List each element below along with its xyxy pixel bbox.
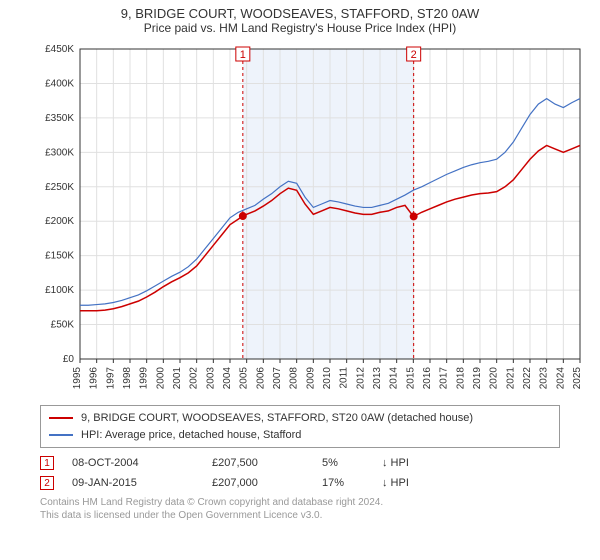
legend-label: HPI: Average price, detached house, Staf… — [81, 427, 301, 444]
x-tick-label: 2012 — [355, 367, 366, 390]
sale-dot — [410, 212, 418, 220]
x-tick-label: 2001 — [172, 367, 183, 390]
x-tick-label: 2013 — [372, 367, 383, 390]
x-tick-label: 2011 — [339, 367, 350, 389]
legend-row: 9, BRIDGE COURT, WOODSEAVES, STAFFORD, S… — [49, 410, 551, 427]
y-tick-label: £200K — [45, 216, 74, 227]
chart-subtitle: Price paid vs. HM Land Registry's House … — [0, 21, 600, 39]
chart-title: 9, BRIDGE COURT, WOODSEAVES, STAFFORD, S… — [0, 0, 600, 21]
x-tick-label: 2000 — [155, 367, 166, 390]
chart-container: 9, BRIDGE COURT, WOODSEAVES, STAFFORD, S… — [0, 0, 600, 560]
x-tick-label: 2021 — [505, 367, 516, 390]
x-tick-label: 2014 — [389, 367, 400, 390]
y-tick-label: £450K — [45, 44, 74, 55]
event-pct: 5% — [322, 457, 382, 469]
chart-plot-area: £0 £50K £100K £150K £200K £250K £300K £350K £400… — [30, 39, 590, 399]
y-tick-label: £250K — [45, 182, 74, 193]
x-tick-label: 2016 — [422, 367, 433, 390]
x-tick-label: 2017 — [439, 367, 450, 390]
footer-attribution: Contains HM Land Registry data © Crown c… — [40, 496, 560, 522]
footer-line-1: Contains HM Land Registry data © Crown c… — [40, 496, 560, 509]
event-date: 08-OCT-2004 — [72, 457, 212, 469]
line-chart-svg: £0 £50K £100K £150K £200K £250K £300K £350K £400… — [30, 39, 590, 399]
y-tick-label: £100K — [45, 285, 74, 296]
event-num-box: 2 — [40, 476, 54, 490]
event-date: 09-JAN-2015 — [72, 477, 212, 489]
event-marker-label: 2 — [411, 49, 417, 61]
x-tick-label: 1996 — [89, 367, 100, 390]
x-tick-label: 2007 — [272, 367, 283, 390]
x-tick-label: 2024 — [555, 367, 566, 390]
x-tick-label: 2009 — [305, 367, 316, 390]
event-hpi-delta: ↓ HPI — [382, 477, 409, 489]
x-tick-label: 2004 — [222, 367, 233, 390]
event-price: £207,500 — [212, 457, 322, 469]
x-tick-label: 2015 — [405, 367, 416, 390]
x-tick-label: 2023 — [539, 367, 550, 390]
event-hpi-delta: ↓ HPI — [382, 457, 409, 469]
event-row: 2 09-JAN-2015£207,00017%↓ HPI — [40, 476, 560, 490]
x-tick-label: 2022 — [522, 367, 533, 390]
x-tick-label: 2019 — [472, 367, 483, 390]
footer-line-2: This data is licensed under the Open Gov… — [40, 509, 560, 522]
x-tick-label: 1997 — [105, 367, 116, 390]
x-tick-label: 2018 — [455, 367, 466, 390]
y-tick-label: £0 — [63, 354, 75, 365]
x-tick-label: 2005 — [239, 367, 250, 390]
legend-box: 9, BRIDGE COURT, WOODSEAVES, STAFFORD, S… — [40, 405, 560, 448]
x-tick-label: 2008 — [289, 367, 300, 390]
y-tick-label: £400K — [45, 78, 74, 89]
legend-row: HPI: Average price, detached house, Staf… — [49, 427, 551, 444]
x-tick-label: 1999 — [139, 367, 150, 390]
x-tick-label: 2020 — [489, 367, 500, 390]
x-tick-label: 1998 — [122, 367, 133, 390]
y-tick-label: £50K — [51, 320, 75, 331]
x-tick-label: 2025 — [572, 367, 583, 390]
x-tick-label: 2006 — [255, 367, 266, 390]
event-row: 1 08-OCT-2004£207,5005%↓ HPI — [40, 456, 560, 470]
event-pct: 17% — [322, 477, 382, 489]
x-tick-label: 2002 — [189, 367, 200, 390]
legend-swatch — [49, 417, 73, 419]
y-tick-label: £300K — [45, 147, 74, 158]
x-tick-label: 2010 — [322, 367, 333, 390]
legend-label: 9, BRIDGE COURT, WOODSEAVES, STAFFORD, S… — [81, 410, 473, 427]
x-tick-label: 1995 — [72, 367, 83, 390]
sale-events-table: 1 08-OCT-2004£207,5005%↓ HPI 2 09-JAN-2015£… — [40, 456, 560, 490]
event-price: £207,000 — [212, 477, 322, 489]
event-num-box: 1 — [40, 456, 54, 470]
y-tick-label: £350K — [45, 113, 74, 124]
sale-dot — [239, 212, 247, 220]
y-tick-label: £150K — [45, 251, 74, 262]
legend-swatch — [49, 434, 73, 436]
event-marker-label: 1 — [240, 49, 246, 61]
x-tick-label: 2003 — [205, 367, 216, 390]
